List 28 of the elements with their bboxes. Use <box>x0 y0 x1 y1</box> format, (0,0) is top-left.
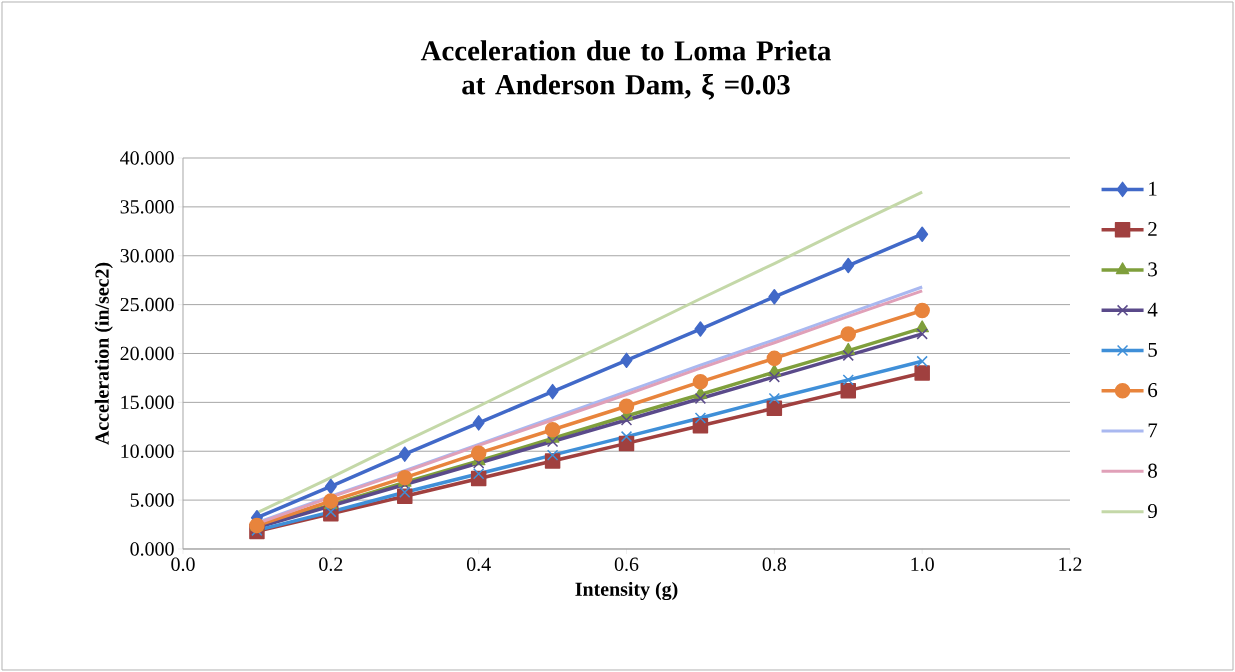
y-tick-label: 15.000 <box>121 395 174 410</box>
x-tick-label: 1.0 <box>911 557 934 572</box>
x-tick-label: 0.8 <box>762 557 787 572</box>
y-tick-label: 5.000 <box>130 493 174 507</box>
legend-label: 1 <box>1149 181 1157 196</box>
y-tick-label: 20.000 <box>120 346 174 361</box>
y-tick-label: 25.000 <box>120 297 174 312</box>
legend-label: 7 <box>1148 423 1158 438</box>
legend-label: 3 <box>1148 262 1157 277</box>
x-tick-label: 0.0 <box>171 557 195 572</box>
legend-label: 2 <box>1148 222 1157 236</box>
y-axis-title: Acceleration (in/sec2) <box>94 262 113 445</box>
x-tick-label: 0.4 <box>466 557 491 572</box>
y-tick-label: 40.000 <box>120 151 174 165</box>
y-tick-label: 30.000 <box>120 248 174 263</box>
legend-label: 9 <box>1147 504 1157 519</box>
legend-label: 6 <box>1148 383 1158 398</box>
y-tick-label: 10.000 <box>121 444 174 458</box>
x-tick-label: 0.6 <box>614 557 639 572</box>
x-axis-title: Intensity (g) <box>575 581 678 601</box>
y-tick-label: 0.000 <box>130 542 174 556</box>
y-tick-label: 35.000 <box>120 200 174 214</box>
legend-label: 5 <box>1148 342 1157 357</box>
legend-label: 4 <box>1147 302 1158 317</box>
x-tick-label: 1.2 <box>1059 557 1082 571</box>
x-tick-label: 0.2 <box>319 557 343 572</box>
chart-title: Acceleration due to Loma Prieta at Anderson Dam, ξ =0.03 <box>420 40 831 100</box>
legend-label: 8 <box>1148 463 1157 478</box>
